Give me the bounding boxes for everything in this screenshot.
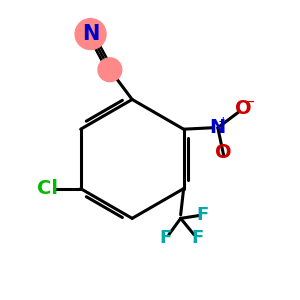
Text: O: O <box>215 143 232 163</box>
Circle shape <box>75 19 106 50</box>
Text: −: − <box>243 95 255 109</box>
Text: F: F <box>191 229 203 247</box>
Circle shape <box>98 58 122 82</box>
Text: O: O <box>235 99 251 118</box>
Text: N: N <box>82 24 99 44</box>
Text: F: F <box>160 229 172 247</box>
Text: F: F <box>197 206 209 224</box>
Text: Cl: Cl <box>38 179 58 198</box>
Text: +: + <box>218 115 228 128</box>
Text: N: N <box>210 118 226 137</box>
